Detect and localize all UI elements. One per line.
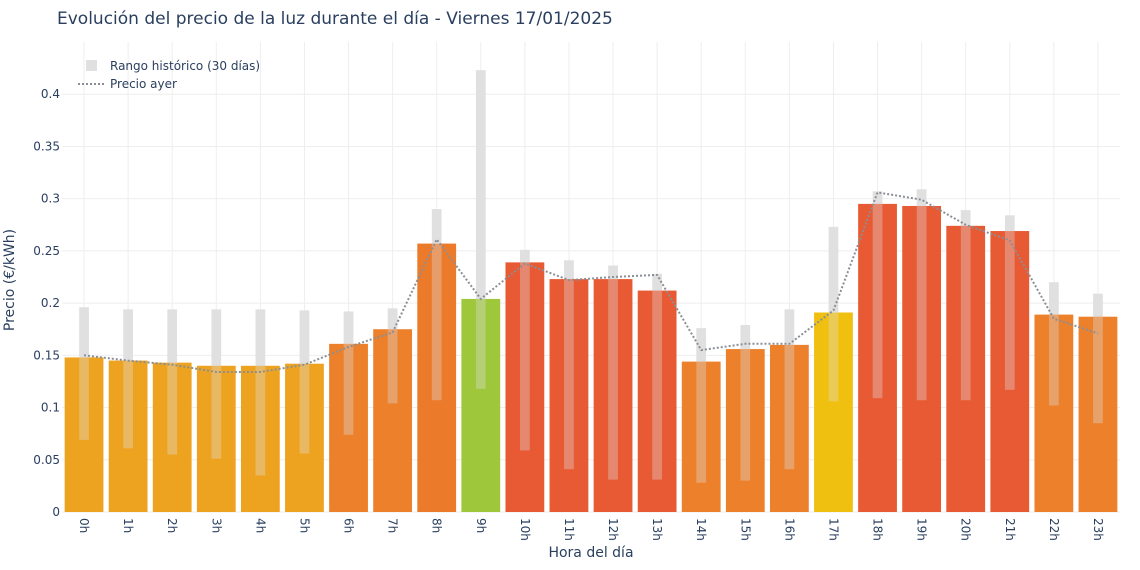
y-tick-label: 0.2 xyxy=(41,296,60,310)
price-bar[interactable] xyxy=(946,225,986,513)
range-bar-overlay xyxy=(1093,293,1103,424)
y-axis-ticks: 0 0.05 0.1 0.15 0.2 0.25 0.3 0.35 0.4 xyxy=(33,87,60,519)
range-bar-overlay xyxy=(475,70,486,389)
price-bar[interactable] xyxy=(681,361,721,512)
range-bar-overlay xyxy=(255,309,266,476)
x-tick-label: 9h xyxy=(474,518,488,533)
range-bar-overlay xyxy=(828,226,839,402)
price-bar[interactable] xyxy=(549,279,589,512)
x-tick-label: 18h xyxy=(871,518,885,541)
x-tick-label: 19h xyxy=(915,518,929,541)
x-tick-label: 11h xyxy=(562,518,576,541)
range-bar-overlay xyxy=(872,191,883,399)
price-bar[interactable] xyxy=(814,312,853,512)
range-bar-overlay xyxy=(343,311,354,435)
x-tick-label: 7h xyxy=(386,518,400,533)
x-axis-title: Hora del día xyxy=(548,545,633,561)
y-axis-title: Precio (€/kWh) xyxy=(2,229,18,331)
y-tick-label: 0.35 xyxy=(33,139,60,153)
range-bar-overlay xyxy=(960,210,971,401)
price-bar[interactable] xyxy=(1078,316,1118,512)
price-bar[interactable] xyxy=(1034,314,1074,512)
range-bar-back xyxy=(475,70,486,389)
price-bar[interactable] xyxy=(902,205,942,512)
price-bar-series xyxy=(64,70,1118,513)
y-tick-label: 0.15 xyxy=(33,348,60,362)
range-bar-overlay xyxy=(387,308,398,404)
x-tick-label: 21h xyxy=(1003,518,1017,541)
range-bar-overlay xyxy=(167,309,178,455)
y-tick-label: 0.1 xyxy=(41,401,60,415)
price-bar[interactable] xyxy=(152,362,192,512)
x-tick-label: 17h xyxy=(826,518,840,541)
price-bar[interactable] xyxy=(196,365,236,512)
x-tick-label: 16h xyxy=(782,518,796,541)
y-tick-label: 0.4 xyxy=(41,87,60,101)
y-tick-label: 0 xyxy=(52,505,60,519)
legend-range-label: Rango histórico (30 días) xyxy=(110,59,260,73)
x-tick-label: 3h xyxy=(209,518,223,533)
chart-title: Evolución del precio de la luz durante e… xyxy=(57,9,613,29)
price-bar[interactable] xyxy=(593,279,633,512)
y-tick-label: 0.05 xyxy=(33,453,60,467)
range-bar-overlay xyxy=(79,307,89,440)
price-bar[interactable] xyxy=(637,290,677,512)
yesterday-price-line[interactable] xyxy=(83,191,1099,373)
price-bar[interactable] xyxy=(505,262,545,512)
range-bar-overlay xyxy=(564,260,574,470)
x-tick-label: 2h xyxy=(165,518,179,533)
yesterday-price-series xyxy=(83,191,1099,373)
x-tick-label: 20h xyxy=(959,518,973,541)
x-tick-label: 1h xyxy=(121,518,135,533)
x-tick-label: 23h xyxy=(1091,518,1105,541)
price-bar[interactable] xyxy=(769,344,809,512)
range-bar-overlay xyxy=(652,273,662,480)
price-bar[interactable] xyxy=(373,329,413,512)
price-bar[interactable] xyxy=(990,231,1030,513)
x-tick-label: 6h xyxy=(342,518,356,533)
price-bar[interactable] xyxy=(858,203,897,512)
range-bar-overlay xyxy=(696,328,707,483)
price-bar[interactable] xyxy=(417,243,457,513)
price-bar[interactable] xyxy=(108,360,148,512)
range-bar-overlay xyxy=(1049,282,1059,406)
x-tick-label: 8h xyxy=(430,518,444,533)
x-tick-label: 12h xyxy=(606,518,620,541)
x-tick-label: 5h xyxy=(297,518,311,533)
x-tick-label: 14h xyxy=(694,518,708,541)
range-bar-overlay xyxy=(916,189,927,401)
legend-range-swatch xyxy=(86,60,97,71)
x-tick-label: 10h xyxy=(518,518,532,541)
range-bar-overlay xyxy=(123,309,133,449)
x-tick-label: 13h xyxy=(650,518,664,541)
price-bar[interactable] xyxy=(285,363,324,512)
price-bar[interactable] xyxy=(240,365,280,512)
price-bar[interactable] xyxy=(461,298,501,512)
y-tick-label: 0.25 xyxy=(33,244,60,258)
range-bar-overlay xyxy=(520,249,530,451)
x-axis-ticks: 0h 1h 2h 3h 4h 5h 6h 7h 8h 9h 10h 11h 12h 13h 14h 15h 16… xyxy=(77,518,1105,541)
price-bar[interactable] xyxy=(329,343,368,512)
legend-line-label: Precio ayer xyxy=(110,77,177,91)
x-tick-label: 22h xyxy=(1047,518,1061,541)
range-bar-overlay xyxy=(740,325,751,481)
price-bar[interactable] xyxy=(64,357,104,512)
x-tick-label: 0h xyxy=(77,518,91,533)
x-tick-label: 4h xyxy=(253,518,267,533)
range-bar-overlay xyxy=(211,309,222,459)
range-bar-overlay xyxy=(608,265,618,480)
legend[interactable]: Rango histórico (30 días) Precio ayer xyxy=(78,59,260,91)
range-bar-overlay xyxy=(1004,215,1015,390)
x-tick-label: 15h xyxy=(738,518,752,541)
y-tick-label: 0.3 xyxy=(41,192,60,206)
range-bar-overlay xyxy=(431,209,442,401)
range-bar-overlay xyxy=(299,310,310,454)
range-bar-overlay xyxy=(784,309,795,470)
price-bar[interactable] xyxy=(725,349,765,512)
